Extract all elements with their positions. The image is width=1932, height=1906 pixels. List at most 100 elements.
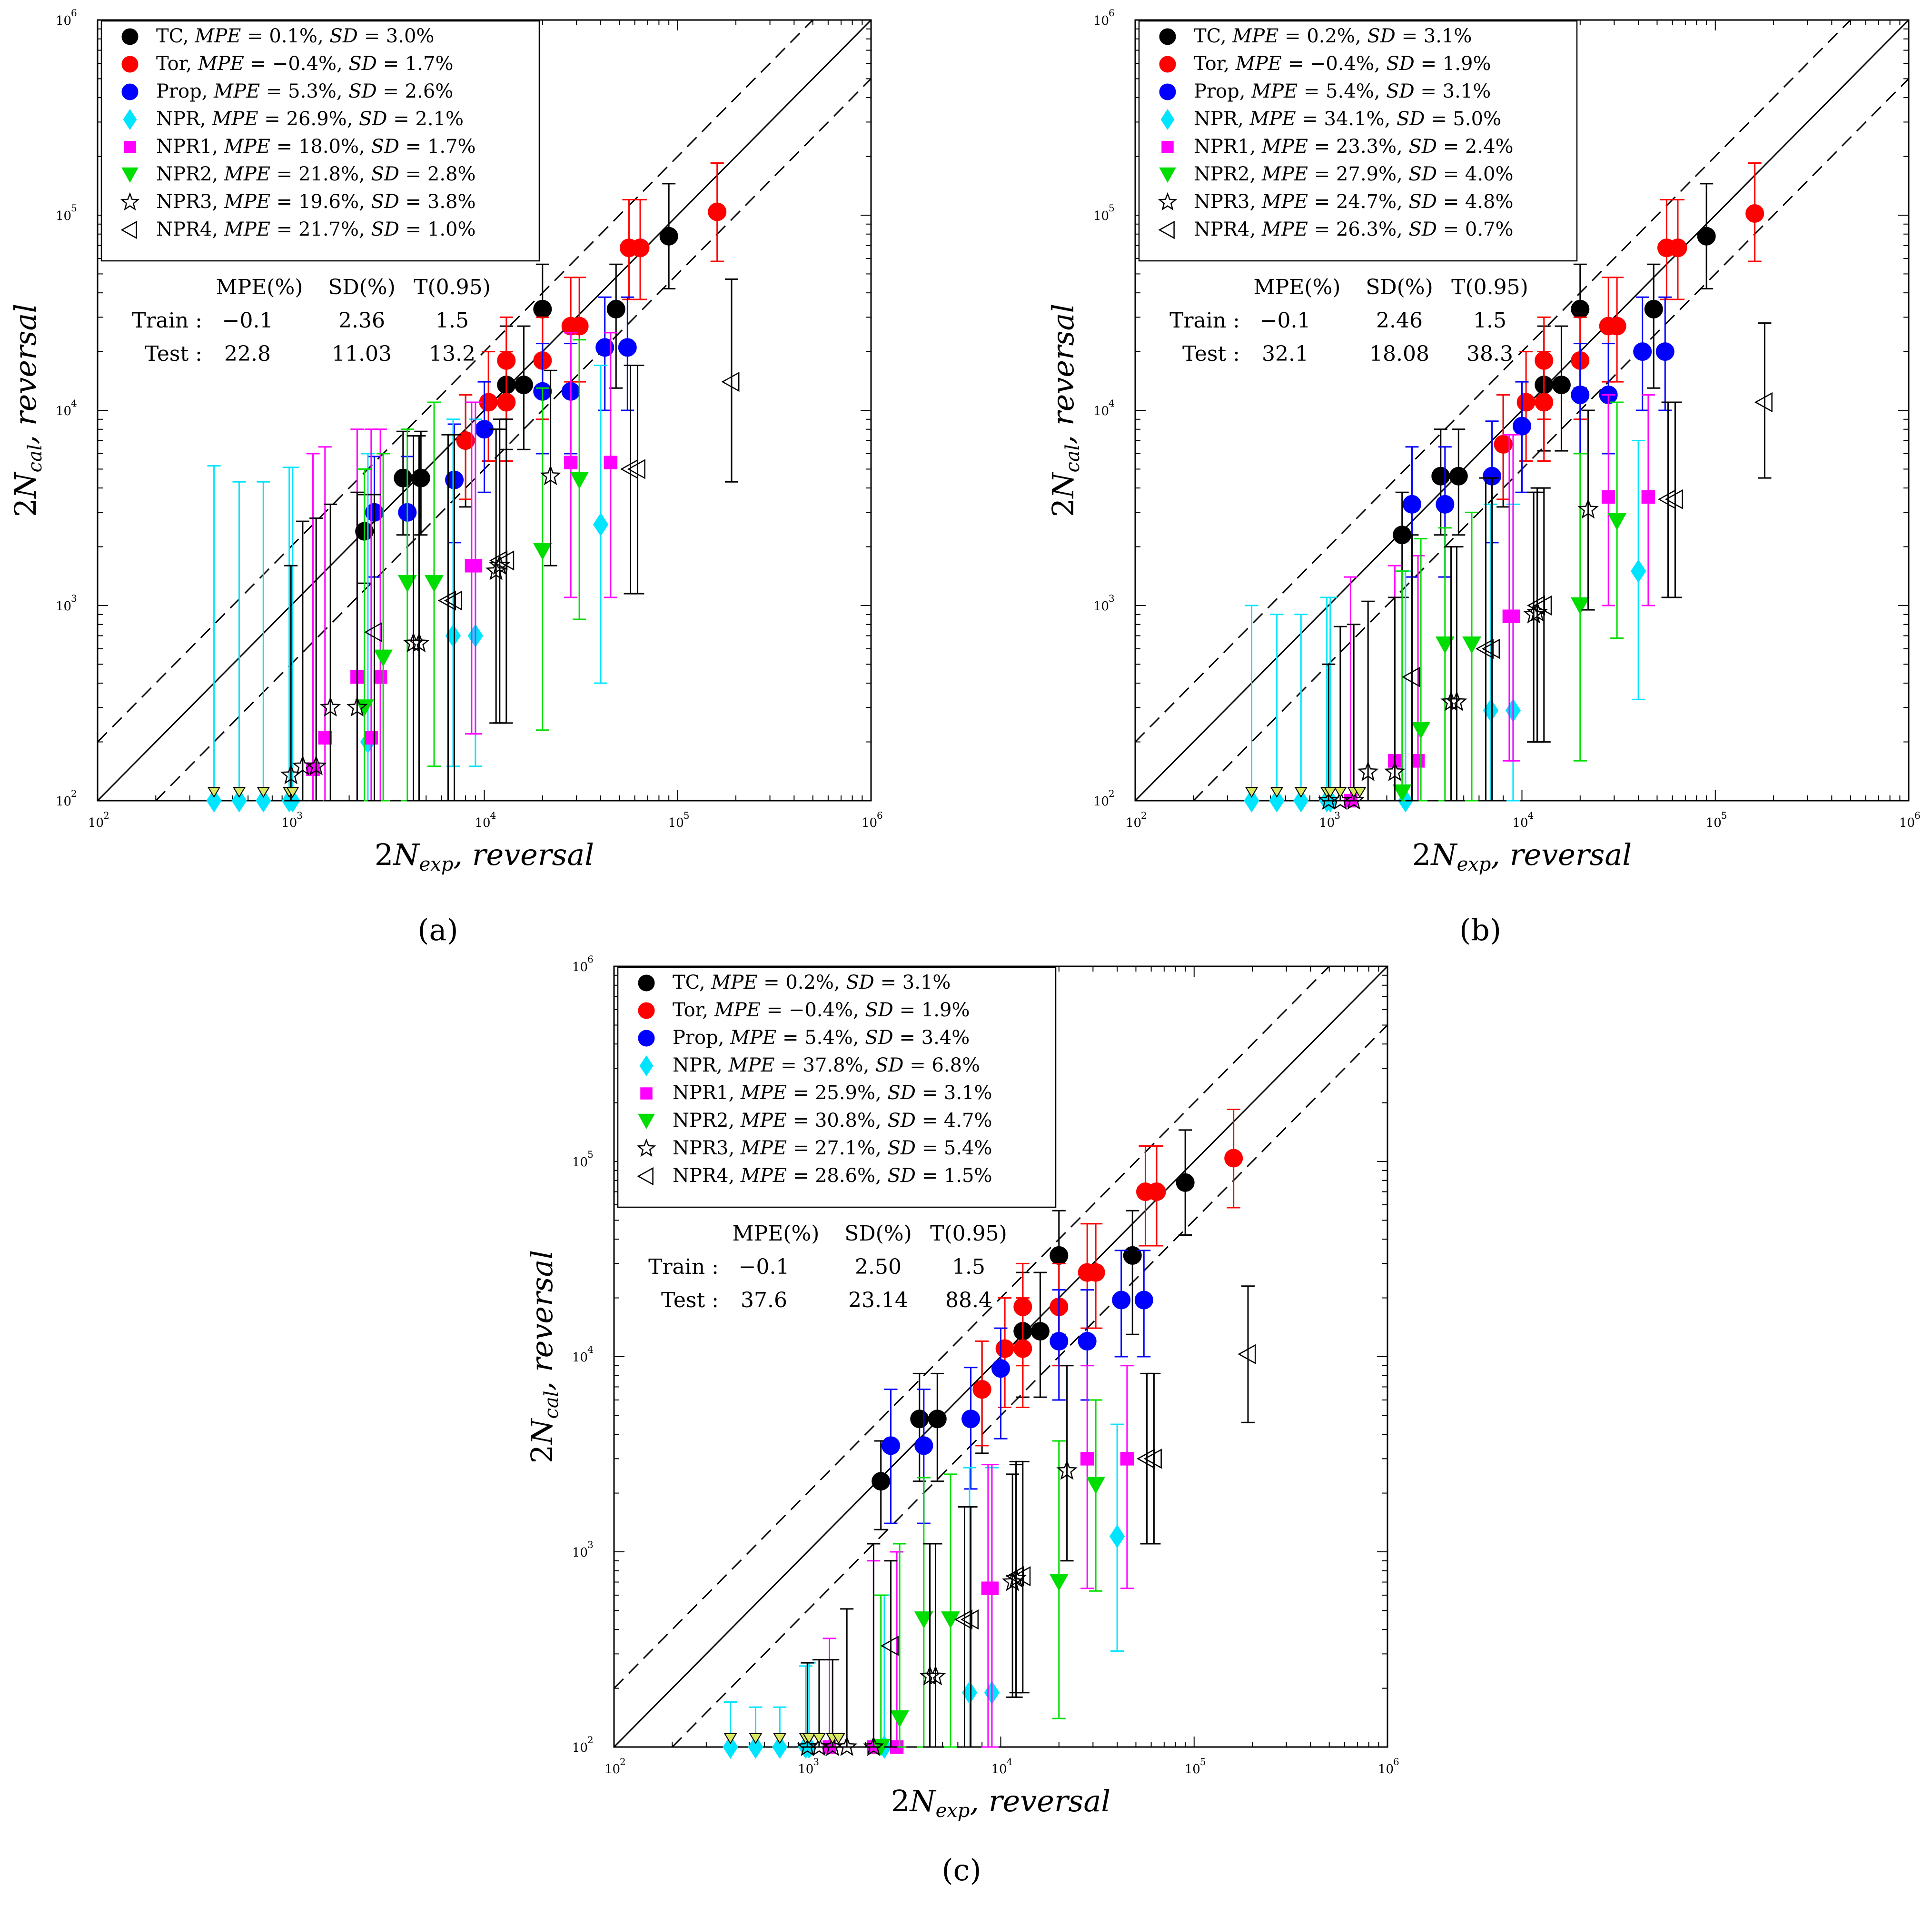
x-axis-label-symbol: N xyxy=(909,1784,937,1818)
legend-entry: TC, MPE = 0.1%, SD = 3.0% xyxy=(121,25,435,47)
point-npr3 xyxy=(1577,498,1599,519)
x-tick-label: 10 xyxy=(1513,816,1528,830)
legend-mpe-eq: = 5.4%, xyxy=(1298,80,1386,102)
bottom-marker xyxy=(1334,787,1347,798)
point-tor xyxy=(995,1339,1014,1358)
legend-entry: TC, MPE = 0.2%, SD = 3.1% xyxy=(1159,25,1472,47)
x-axis-label-subscript: exp xyxy=(419,854,454,875)
y-tick-label-exponent: 4 xyxy=(1109,397,1115,409)
legend-sd-eq: = 3.1% xyxy=(1396,25,1472,47)
legend-entry: Prop, MPE = 5.3%, SD = 2.6% xyxy=(121,80,453,102)
legend-label: NPR3, MPE = 19.6%, SD = 3.8% xyxy=(156,191,476,213)
y-tick-label-exponent: 6 xyxy=(71,7,77,19)
data-series xyxy=(1244,162,1773,813)
point-npr2 xyxy=(1049,1574,1069,1591)
stats-cell: 13.2 xyxy=(429,342,476,366)
point-npr4 xyxy=(1481,638,1500,659)
stats-table: MPE(%) SD(%) T(0.95) Train : −0.1 2.46 1.5 Test… xyxy=(1169,275,1528,366)
point-npr2 xyxy=(1086,1477,1106,1494)
error-bar xyxy=(609,263,623,389)
legend-series-name: NPR1, xyxy=(1194,136,1262,158)
point-npr4 xyxy=(1401,667,1420,687)
error-bar xyxy=(350,491,364,802)
error-bar xyxy=(1016,1460,1030,1694)
error-bar xyxy=(1450,546,1464,802)
x-tick-label: 10 xyxy=(1319,816,1335,830)
error-bar xyxy=(944,1473,958,1748)
legend-label: Tor, MPE = −0.4%, SD = 1.7% xyxy=(156,53,453,75)
legend-mpe-symbol: MPE xyxy=(224,191,270,213)
legend-series-name: TC, xyxy=(1194,25,1232,47)
stats-row-label: Train : xyxy=(648,1255,719,1279)
legend-entry: NPR2, MPE = 21.8%, SD = 2.8% xyxy=(121,163,476,185)
stats-table: MPE(%) SD(%) T(0.95) Train : −0.1 2.50 1.5 Test… xyxy=(648,1221,1007,1312)
y-tick-label: 10 xyxy=(1093,14,1109,28)
point-npr2 xyxy=(1411,722,1431,739)
x-tick-label-exponent: 3 xyxy=(813,1756,819,1767)
point-npr1 xyxy=(1080,1452,1094,1466)
stats-cell: 1.5 xyxy=(1473,308,1506,333)
error-bar xyxy=(884,1560,898,1748)
panel-label: (a) xyxy=(417,913,458,947)
series-bottom-markers xyxy=(207,787,299,798)
x-tick-label: 10 xyxy=(798,1762,813,1777)
error-bar xyxy=(207,465,221,802)
point-npr2 xyxy=(1570,597,1590,615)
legend-entry: NPR3, MPE = 27.1%, SD = 5.4% xyxy=(636,1137,992,1159)
legend-label: TC, MPE = 0.2%, SD = 3.1% xyxy=(673,972,951,993)
legend-marker-npr1 xyxy=(640,1087,653,1100)
error-bar xyxy=(1388,596,1402,802)
x-axis-label-prefix: 2 xyxy=(375,837,393,872)
y-axis-label: 2Ncal, reversal xyxy=(8,304,46,517)
legend-sd-eq: = 3.4% xyxy=(893,1027,970,1049)
legend-label: NPR2, MPE = 21.8%, SD = 2.8% xyxy=(156,163,476,185)
line-lower-band xyxy=(155,78,871,801)
point-npr xyxy=(1293,789,1309,813)
stats-cell: 32.1 xyxy=(1262,342,1308,366)
stats-cell: −0.1 xyxy=(222,308,273,333)
error-bar xyxy=(374,428,387,802)
y-tick-label-exponent: 4 xyxy=(587,1344,594,1355)
y-tick-label: 10 xyxy=(572,1350,588,1365)
legend-sd-symbol: SD xyxy=(371,136,399,158)
legend-sd-eq: = 4.7% xyxy=(916,1110,992,1132)
point-npr4 xyxy=(1664,489,1683,510)
legend-mpe-symbol: MPE xyxy=(1249,108,1296,130)
legend-sd-eq: = 5.4% xyxy=(916,1137,992,1159)
error-bar xyxy=(822,1638,836,1748)
legend-entry: NPR1, MPE = 25.9%, SD = 3.1% xyxy=(640,1082,992,1104)
point-npr2 xyxy=(533,543,552,560)
point-tc xyxy=(1552,376,1571,395)
x-tick-label: 10 xyxy=(991,1762,1007,1777)
point-npr3 xyxy=(863,1736,884,1756)
legend-mpe-eq: = 0.2%, xyxy=(1278,25,1367,47)
legend-marker-npr4 xyxy=(1158,220,1175,239)
legend-sd-symbol: SD xyxy=(887,1137,915,1159)
point-npr4 xyxy=(880,1636,899,1656)
stats-row-label: Test : xyxy=(145,342,202,366)
legend-mpe-eq: = 25.9%, xyxy=(787,1082,887,1104)
y-tick-label: 10 xyxy=(1093,404,1109,418)
point-npr4 xyxy=(444,590,463,611)
legend-mpe-eq: = −0.4%, xyxy=(244,53,349,75)
legend-sd-eq: = 2.8% xyxy=(399,163,476,185)
legend-series-name: NPR4, xyxy=(1194,218,1262,240)
point-tc xyxy=(606,299,625,318)
error-bar xyxy=(1537,487,1551,743)
bottom-marker xyxy=(207,787,221,798)
legend-series-name: NPR, xyxy=(156,108,212,130)
legend-series-name: Tor, xyxy=(1194,53,1236,75)
legend-mpe-eq: = 27.1%, xyxy=(787,1137,887,1159)
point-npr xyxy=(1483,698,1499,723)
bottom-marker xyxy=(832,1733,845,1744)
error-bar xyxy=(981,1464,995,1748)
y-tick-label-exponent: 5 xyxy=(71,202,77,214)
legend-entry: NPR1, MPE = 23.3%, SD = 2.4% xyxy=(1161,136,1514,158)
point-npr1 xyxy=(1641,490,1655,504)
point-npr4 xyxy=(960,1609,979,1630)
point-npr1 xyxy=(985,1581,999,1595)
legend-mpe-symbol: MPE xyxy=(1261,191,1308,213)
legend-sd-eq: = 3.0% xyxy=(358,25,435,47)
legend-marker-tor xyxy=(638,1002,655,1019)
legend-series-name: NPR, xyxy=(673,1054,728,1076)
